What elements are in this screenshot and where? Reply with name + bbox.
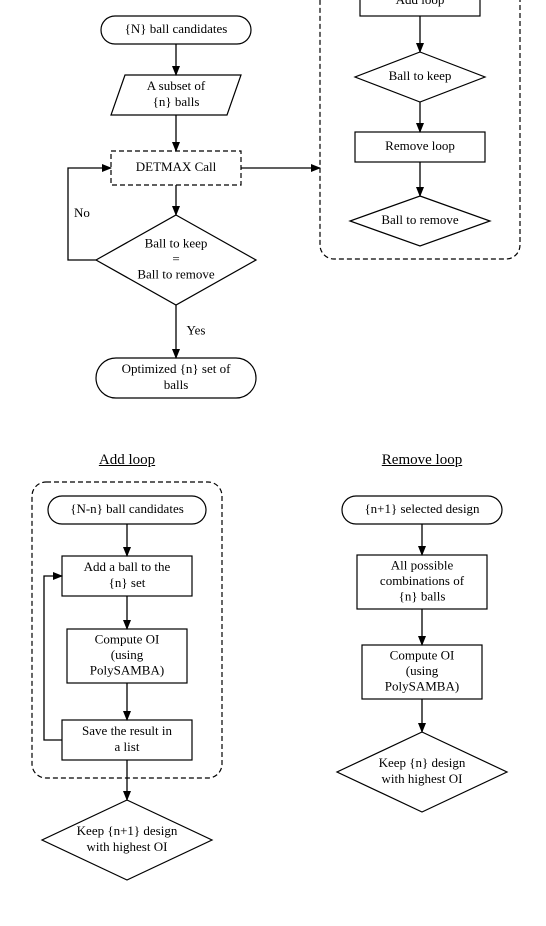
- svg-text:Ball to keep: Ball to keep: [145, 235, 208, 250]
- svg-text:Optimized {n} set of: Optimized {n} set of: [122, 361, 232, 376]
- svg-text:balls: balls: [164, 377, 189, 392]
- svg-text:Keep {n} design: Keep {n} design: [379, 755, 466, 770]
- svg-text:Yes: Yes: [187, 322, 206, 337]
- svg-text:Add a ball to the: Add a ball to the: [84, 559, 171, 574]
- svg-text:A subset of: A subset of: [147, 78, 206, 93]
- svg-text:{n} balls: {n} balls: [153, 94, 200, 109]
- svg-text:PolySAMBA): PolySAMBA): [385, 679, 459, 694]
- svg-text:DETMAX Call: DETMAX Call: [136, 159, 217, 174]
- svg-text:Add loop: Add loop: [396, 0, 445, 7]
- svg-text:Compute OI: Compute OI: [95, 631, 160, 646]
- svg-text:(using: (using: [406, 663, 439, 678]
- svg-text:with highest OI: with highest OI: [87, 839, 168, 854]
- svg-text:with highest OI: with highest OI: [382, 771, 463, 786]
- svg-text:combinations of: combinations of: [380, 573, 465, 588]
- svg-text:PolySAMBA): PolySAMBA): [90, 663, 164, 678]
- svg-text:Compute OI: Compute OI: [390, 647, 455, 662]
- svg-text:Ball to remove: Ball to remove: [137, 267, 214, 282]
- svg-text:{N-n} ball candidates: {N-n} ball candidates: [70, 501, 184, 516]
- svg-text:{n+1} selected design: {n+1} selected design: [364, 501, 480, 516]
- svg-text:Save the result in: Save the result in: [82, 723, 172, 738]
- svg-text:No: No: [74, 205, 90, 220]
- svg-text:{N} ball candidates: {N} ball candidates: [125, 21, 228, 36]
- svg-text:{n} balls: {n} balls: [399, 589, 446, 604]
- svg-text:{n} set: {n} set: [109, 575, 146, 590]
- svg-text:Keep {n+1} design: Keep {n+1} design: [77, 823, 178, 838]
- svg-text:Remove loop: Remove loop: [385, 138, 455, 153]
- svg-text:Ball to keep: Ball to keep: [389, 68, 452, 83]
- svg-text:a list: a list: [115, 739, 140, 754]
- svg-text:=: =: [172, 251, 179, 266]
- add-loop-heading: Add loop: [60, 452, 194, 469]
- svg-text:Ball to remove: Ball to remove: [381, 212, 458, 227]
- svg-text:(using: (using: [111, 647, 144, 662]
- svg-text:All possible: All possible: [391, 557, 454, 572]
- remove-loop-heading: Remove loop: [355, 452, 489, 469]
